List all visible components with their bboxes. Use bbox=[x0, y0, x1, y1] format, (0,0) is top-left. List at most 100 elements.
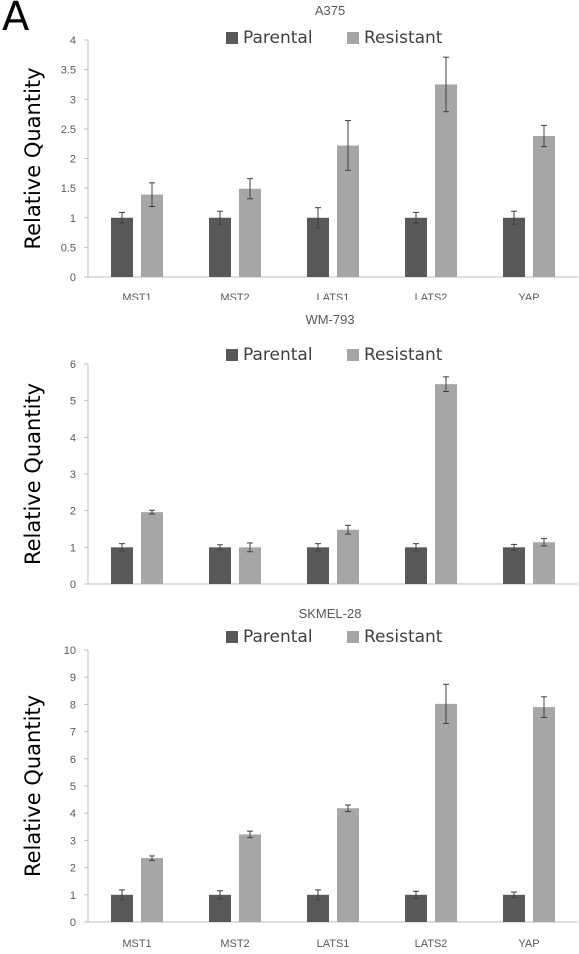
bar-group-mst1 bbox=[111, 509, 163, 584]
y-tick-label: 1 bbox=[70, 542, 76, 554]
bar-parental-yap bbox=[503, 217, 525, 277]
bar-resistant-yap bbox=[533, 707, 555, 922]
bar-parental-yap bbox=[503, 547, 525, 584]
legend: Parental Resistant bbox=[226, 28, 443, 48]
y-tick-label: 2.5 bbox=[61, 124, 76, 136]
bar-resistant-lats2 bbox=[435, 703, 457, 922]
bar-group-yap bbox=[503, 538, 555, 584]
legend-label-resistant: Resistant bbox=[364, 28, 443, 48]
bar-group-mst1 bbox=[111, 182, 163, 277]
y-tick-label: 1 bbox=[70, 213, 76, 225]
bar-group-mst1 bbox=[111, 855, 163, 922]
legend-swatch-resistant bbox=[347, 349, 359, 361]
y-tick-label: 2 bbox=[70, 863, 76, 875]
x-tick-label-yap: YAP bbox=[518, 938, 539, 950]
legend-swatch-parental bbox=[226, 32, 238, 44]
legend: Parental Resistant bbox=[226, 345, 443, 365]
y-tick-label: 8 bbox=[70, 699, 76, 711]
y-tick-label: 3 bbox=[70, 94, 76, 106]
x-tick-label-mst1: MST1 bbox=[122, 292, 151, 300]
bar-group-lats1 bbox=[307, 524, 359, 584]
y-tick-label: 3 bbox=[70, 469, 76, 481]
y-tick-label: 0 bbox=[70, 917, 76, 929]
bar-resistant-mst2 bbox=[239, 834, 261, 922]
y-tick-label: 4 bbox=[70, 808, 76, 820]
y-tick-label: 0.5 bbox=[61, 242, 76, 254]
legend-swatch-parental bbox=[226, 349, 238, 361]
bar-parental-lats1 bbox=[307, 217, 329, 277]
legend-label-parental: Parental bbox=[243, 345, 313, 365]
bar-parental-mst1 bbox=[111, 547, 133, 584]
legend-label-parental: Parental bbox=[243, 28, 313, 48]
bar-parental-lats2 bbox=[405, 217, 427, 277]
y-tick-label: 5 bbox=[70, 781, 76, 793]
y-tick-label: 5 bbox=[70, 396, 76, 408]
panel-label: A bbox=[2, 0, 30, 40]
legend-swatch-parental bbox=[226, 631, 238, 643]
chart-title: WM-793 bbox=[305, 312, 354, 327]
y-tick-label: 10 bbox=[64, 645, 76, 657]
legend-label-resistant: Resistant bbox=[364, 627, 443, 647]
chart-wm793-svg: WM-793 Parental Resistant Relative Quantity… bbox=[21, 312, 578, 591]
y-axis-label: Relative Quantity bbox=[21, 67, 45, 249]
y-tick-label: 6 bbox=[70, 754, 76, 766]
y-tick-label: 3 bbox=[70, 835, 76, 847]
x-tick-label-mst1: MST1 bbox=[122, 938, 151, 950]
chart-title: SKMEL-28 bbox=[299, 606, 362, 621]
bar-parental-mst1 bbox=[111, 894, 133, 922]
bar-resistant-lats1 bbox=[337, 808, 359, 922]
bar-group-yap bbox=[503, 124, 555, 277]
legend: Parental Resistant bbox=[226, 627, 443, 647]
bar-resistant-yap bbox=[533, 135, 555, 277]
bar-parental-mst2 bbox=[209, 894, 231, 922]
legend-swatch-resistant bbox=[347, 631, 359, 643]
bar-parental-mst1 bbox=[111, 217, 133, 277]
bar-group-mst2 bbox=[209, 830, 261, 922]
bar-resistant-lats1 bbox=[337, 145, 359, 277]
y-tick-label: 7 bbox=[70, 727, 76, 739]
x-tick-label-lats1: LATS1 bbox=[317, 292, 350, 300]
bar-parental-lats2 bbox=[405, 894, 427, 922]
bar-group-lats1 bbox=[307, 120, 359, 277]
chart-skmel28: SKMEL-28 Parental Resistant Relative Quanti… bbox=[0, 600, 579, 954]
y-axis-label: Relative Quantity bbox=[21, 695, 45, 877]
bar-resistant-mst2 bbox=[239, 547, 261, 584]
bar-group-mst2 bbox=[209, 178, 261, 277]
bar-resistant-lats2 bbox=[435, 84, 457, 277]
y-tick-label: 0 bbox=[70, 579, 76, 591]
y-tick-label: 1.5 bbox=[61, 183, 76, 195]
y-tick-label: 4 bbox=[70, 35, 76, 47]
y-tick-label: 0 bbox=[70, 272, 76, 284]
bar-parental-lats1 bbox=[307, 894, 329, 922]
y-tick-label: 3.5 bbox=[61, 65, 76, 77]
x-tick-label-lats1: LATS1 bbox=[317, 938, 350, 950]
bar-parental-lats2 bbox=[405, 547, 427, 584]
bar-resistant-mst1 bbox=[141, 858, 163, 922]
y-tick-label: 1 bbox=[70, 890, 76, 902]
x-tick-label-mst2: MST2 bbox=[220, 938, 249, 950]
bar-resistant-lats1 bbox=[337, 529, 359, 584]
legend-label-parental: Parental bbox=[243, 627, 313, 647]
bar-resistant-lats2 bbox=[435, 384, 457, 584]
bar-resistant-mst1 bbox=[141, 194, 163, 277]
bar-parental-lats1 bbox=[307, 547, 329, 584]
x-tick-label-mst2: MST2 bbox=[220, 292, 249, 300]
chart-wm793: WM-793 Parental Resistant Relative Quantity… bbox=[0, 300, 579, 600]
bar-resistant-yap bbox=[533, 542, 555, 584]
legend-label-resistant: Resistant bbox=[364, 345, 443, 365]
y-tick-label: 9 bbox=[70, 672, 76, 684]
bar-group-lats2 bbox=[405, 56, 457, 277]
y-tick-label: 6 bbox=[70, 359, 76, 371]
y-tick-label: 2 bbox=[70, 154, 76, 166]
bar-group-lats2 bbox=[405, 376, 457, 584]
x-tick-label-lats2: LATS2 bbox=[415, 292, 448, 300]
bar-parental-mst2 bbox=[209, 547, 231, 584]
y-tick-label: 2 bbox=[70, 506, 76, 518]
chart-skmel28-svg: SKMEL-28 Parental Resistant Relative Quanti… bbox=[21, 606, 578, 950]
bar-group-lats2 bbox=[405, 683, 457, 922]
bar-group-mst2 bbox=[209, 542, 261, 584]
x-tick-label-yap: YAP bbox=[518, 292, 539, 300]
legend-swatch-resistant bbox=[347, 32, 359, 44]
chart-title: A375 bbox=[315, 3, 345, 18]
